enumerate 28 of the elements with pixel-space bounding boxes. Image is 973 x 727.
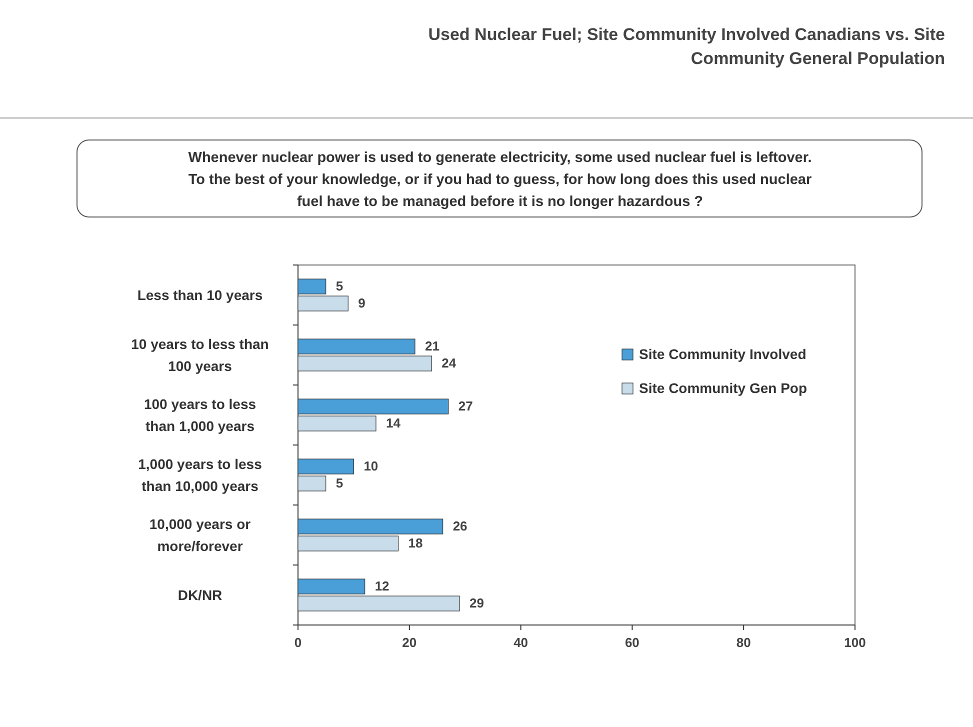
data-label: 21 — [424, 338, 440, 354]
data-label: 26 — [452, 518, 468, 534]
x-tick-label: 80 — [736, 635, 751, 650]
y-tick-label: 10,000 years or more/forever — [149, 516, 252, 554]
data-label: 12 — [374, 578, 390, 594]
y-tick-label: Less than 10 years — [137, 287, 263, 303]
data-label: 5 — [336, 278, 344, 294]
y-tick-label: 1,000 years to less than 10,000 years — [138, 456, 262, 494]
chart-title: Used Nuclear Fuel; Site Community Involved Canadians vs. Site Community General Population — [428, 25, 945, 68]
x-tick-label: 20 — [402, 635, 417, 650]
data-label: 29 — [470, 596, 484, 610]
data-label: 10 — [364, 458, 378, 474]
y-tick-label: 100 years to less than 1,000 years — [144, 396, 256, 434]
x-tick-label: 60 — [624, 635, 640, 650]
data-label: 18 — [408, 536, 423, 550]
data-label: 14 — [386, 416, 402, 430]
y-tick-label: DK/NR — [178, 587, 222, 603]
chart-subtitle: Whenever nuclear power is used to generate electricity, some used nuclear fuel is leftover. To the best of your knowledge, or if you had to guess, for how long does this used nuclear fuel have to be managed before it is no longer hazardous ? — [188, 150, 812, 210]
legend-label: Site Community Involved — [639, 346, 806, 362]
data-label: 24 — [442, 356, 457, 370]
x-tick-label: 40 — [514, 635, 528, 650]
legend-label: Site Community Gen Pop — [639, 380, 808, 396]
data-label: 27 — [458, 398, 473, 414]
data-label: 5 — [336, 476, 344, 490]
x-tick-label: 0 — [294, 635, 302, 650]
x-tick-label: 100 — [844, 635, 866, 650]
data-label: 9 — [358, 296, 366, 310]
y-tick-label: 10 years to less than 100 years — [131, 336, 269, 374]
